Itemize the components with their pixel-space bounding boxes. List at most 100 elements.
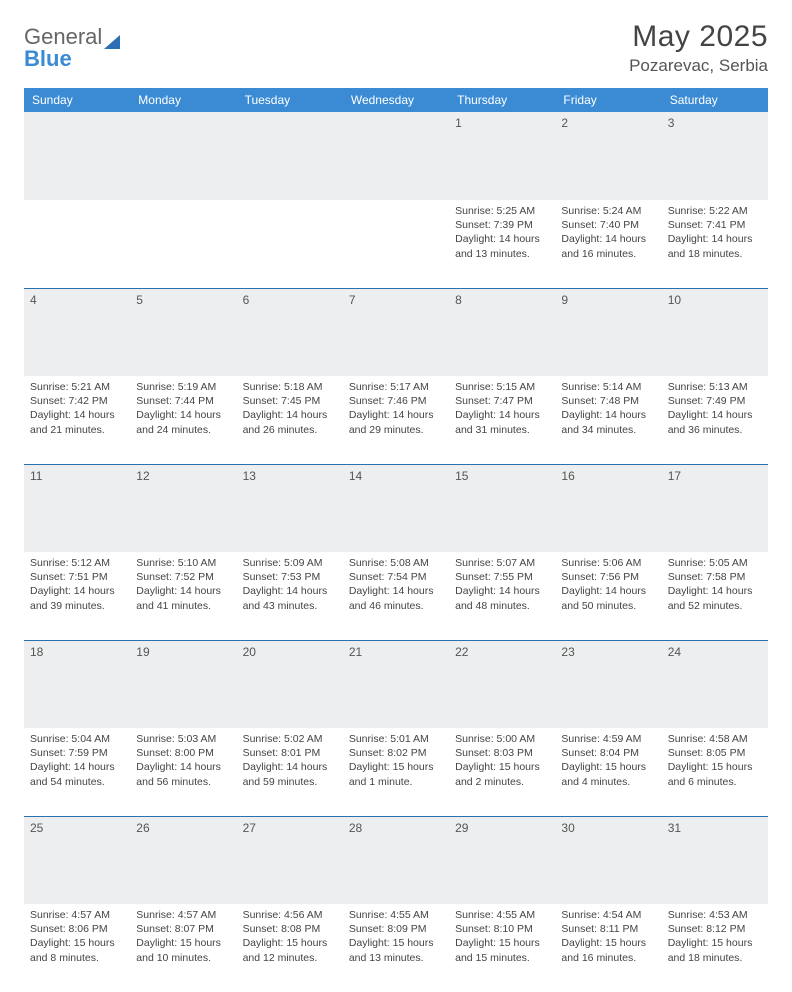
day-number: 21 <box>343 640 449 728</box>
day-details: Sunrise: 5:18 AMSunset: 7:45 PMDaylight:… <box>243 380 337 437</box>
daylight-line: Daylight: 15 hours and 13 minutes. <box>349 936 443 964</box>
sunrise-line: Sunrise: 5:08 AM <box>349 556 443 570</box>
day-number: 28 <box>343 816 449 904</box>
page-header: General Blue May 2025 Pozarevac, Serbia <box>24 20 768 76</box>
sunrise-line: Sunrise: 5:13 AM <box>668 380 762 394</box>
day-details-row: Sunrise: 5:21 AMSunset: 7:42 PMDaylight:… <box>24 376 768 464</box>
sunrise-line: Sunrise: 4:54 AM <box>561 908 655 922</box>
day-cell: Sunrise: 4:58 AMSunset: 8:05 PMDaylight:… <box>662 728 768 816</box>
day-number-row: 25262728293031 <box>24 816 768 904</box>
daylight-line: Daylight: 14 hours and 18 minutes. <box>668 232 762 260</box>
day-cell: Sunrise: 5:02 AMSunset: 8:01 PMDaylight:… <box>237 728 343 816</box>
sunrise-line: Sunrise: 4:57 AM <box>30 908 124 922</box>
daylight-line: Daylight: 14 hours and 39 minutes. <box>30 584 124 612</box>
day-details: Sunrise: 4:56 AMSunset: 8:08 PMDaylight:… <box>243 908 337 965</box>
weekday-header-row: Sunday Monday Tuesday Wednesday Thursday… <box>24 88 768 112</box>
daylight-line: Daylight: 14 hours and 13 minutes. <box>455 232 549 260</box>
sunrise-line: Sunrise: 5:10 AM <box>136 556 230 570</box>
day-cell: Sunrise: 5:18 AMSunset: 7:45 PMDaylight:… <box>237 376 343 464</box>
daylight-line: Daylight: 15 hours and 10 minutes. <box>136 936 230 964</box>
daylight-line: Daylight: 15 hours and 4 minutes. <box>561 760 655 788</box>
daylight-line: Daylight: 14 hours and 48 minutes. <box>455 584 549 612</box>
day-number: 31 <box>662 816 768 904</box>
day-number: 26 <box>130 816 236 904</box>
day-cell: Sunrise: 5:03 AMSunset: 8:00 PMDaylight:… <box>130 728 236 816</box>
day-details: Sunrise: 5:09 AMSunset: 7:53 PMDaylight:… <box>243 556 337 613</box>
sunrise-line: Sunrise: 5:17 AM <box>349 380 443 394</box>
day-details: Sunrise: 5:15 AMSunset: 7:47 PMDaylight:… <box>455 380 549 437</box>
sunset-line: Sunset: 8:01 PM <box>243 746 337 760</box>
sunset-line: Sunset: 7:58 PM <box>668 570 762 584</box>
sunrise-line: Sunrise: 4:57 AM <box>136 908 230 922</box>
daylight-line: Daylight: 14 hours and 36 minutes. <box>668 408 762 436</box>
day-cell: Sunrise: 5:00 AMSunset: 8:03 PMDaylight:… <box>449 728 555 816</box>
day-cell: Sunrise: 4:54 AMSunset: 8:11 PMDaylight:… <box>555 904 661 992</box>
sunrise-line: Sunrise: 5:03 AM <box>136 732 230 746</box>
day-details: Sunrise: 5:13 AMSunset: 7:49 PMDaylight:… <box>668 380 762 437</box>
day-number: 11 <box>24 464 130 552</box>
daylight-line: Daylight: 14 hours and 46 minutes. <box>349 584 443 612</box>
day-details-row: Sunrise: 4:57 AMSunset: 8:06 PMDaylight:… <box>24 904 768 992</box>
daylight-line: Daylight: 14 hours and 31 minutes. <box>455 408 549 436</box>
day-number-row: 45678910 <box>24 288 768 376</box>
day-cell: Sunrise: 5:21 AMSunset: 7:42 PMDaylight:… <box>24 376 130 464</box>
sunrise-line: Sunrise: 5:12 AM <box>30 556 124 570</box>
sunrise-line: Sunrise: 5:02 AM <box>243 732 337 746</box>
day-number: 17 <box>662 464 768 552</box>
daylight-line: Daylight: 15 hours and 18 minutes. <box>668 936 762 964</box>
daylight-line: Daylight: 15 hours and 8 minutes. <box>30 936 124 964</box>
daylight-line: Daylight: 15 hours and 6 minutes. <box>668 760 762 788</box>
sunset-line: Sunset: 8:12 PM <box>668 922 762 936</box>
day-details: Sunrise: 5:14 AMSunset: 7:48 PMDaylight:… <box>561 380 655 437</box>
daylight-line: Daylight: 14 hours and 56 minutes. <box>136 760 230 788</box>
daylight-line: Daylight: 14 hours and 52 minutes. <box>668 584 762 612</box>
day-cell: Sunrise: 4:57 AMSunset: 8:06 PMDaylight:… <box>24 904 130 992</box>
sunset-line: Sunset: 7:53 PM <box>243 570 337 584</box>
sunset-line: Sunset: 7:42 PM <box>30 394 124 408</box>
sunset-line: Sunset: 7:56 PM <box>561 570 655 584</box>
day-details: Sunrise: 5:10 AMSunset: 7:52 PMDaylight:… <box>136 556 230 613</box>
sunset-line: Sunset: 7:44 PM <box>136 394 230 408</box>
day-cell: Sunrise: 5:05 AMSunset: 7:58 PMDaylight:… <box>662 552 768 640</box>
brand-logo: General Blue <box>24 20 120 70</box>
sunset-line: Sunset: 7:52 PM <box>136 570 230 584</box>
day-cell: Sunrise: 5:12 AMSunset: 7:51 PMDaylight:… <box>24 552 130 640</box>
day-details: Sunrise: 5:01 AMSunset: 8:02 PMDaylight:… <box>349 732 443 789</box>
day-cell: Sunrise: 5:17 AMSunset: 7:46 PMDaylight:… <box>343 376 449 464</box>
sunrise-line: Sunrise: 4:58 AM <box>668 732 762 746</box>
day-details: Sunrise: 4:53 AMSunset: 8:12 PMDaylight:… <box>668 908 762 965</box>
day-cell: Sunrise: 5:19 AMSunset: 7:44 PMDaylight:… <box>130 376 236 464</box>
daylight-line: Daylight: 14 hours and 50 minutes. <box>561 584 655 612</box>
day-number: 20 <box>237 640 343 728</box>
sunrise-line: Sunrise: 5:05 AM <box>668 556 762 570</box>
day-details: Sunrise: 5:24 AMSunset: 7:40 PMDaylight:… <box>561 204 655 261</box>
daylight-line: Daylight: 14 hours and 34 minutes. <box>561 408 655 436</box>
day-details-row: Sunrise: 5:25 AMSunset: 7:39 PMDaylight:… <box>24 200 768 288</box>
sunrise-line: Sunrise: 5:07 AM <box>455 556 549 570</box>
day-number-row: 11121314151617 <box>24 464 768 552</box>
day-number <box>237 112 343 200</box>
day-details: Sunrise: 5:21 AMSunset: 7:42 PMDaylight:… <box>30 380 124 437</box>
day-number: 24 <box>662 640 768 728</box>
day-details: Sunrise: 5:08 AMSunset: 7:54 PMDaylight:… <box>349 556 443 613</box>
sunrise-line: Sunrise: 5:04 AM <box>30 732 124 746</box>
weekday-header: Friday <box>555 88 661 112</box>
daylight-line: Daylight: 15 hours and 1 minute. <box>349 760 443 788</box>
day-details: Sunrise: 5:25 AMSunset: 7:39 PMDaylight:… <box>455 204 549 261</box>
day-cell: Sunrise: 5:22 AMSunset: 7:41 PMDaylight:… <box>662 200 768 288</box>
day-cell: Sunrise: 4:53 AMSunset: 8:12 PMDaylight:… <box>662 904 768 992</box>
day-number: 16 <box>555 464 661 552</box>
sunrise-line: Sunrise: 4:56 AM <box>243 908 337 922</box>
day-cell: Sunrise: 5:06 AMSunset: 7:56 PMDaylight:… <box>555 552 661 640</box>
day-number: 29 <box>449 816 555 904</box>
day-details-row: Sunrise: 5:04 AMSunset: 7:59 PMDaylight:… <box>24 728 768 816</box>
day-number: 22 <box>449 640 555 728</box>
day-cell: Sunrise: 5:24 AMSunset: 7:40 PMDaylight:… <box>555 200 661 288</box>
daylight-line: Daylight: 14 hours and 59 minutes. <box>243 760 337 788</box>
daylight-line: Daylight: 15 hours and 2 minutes. <box>455 760 549 788</box>
day-number: 6 <box>237 288 343 376</box>
sunrise-line: Sunrise: 5:14 AM <box>561 380 655 394</box>
sunrise-line: Sunrise: 4:55 AM <box>349 908 443 922</box>
day-number-row: 123 <box>24 112 768 200</box>
day-details: Sunrise: 5:19 AMSunset: 7:44 PMDaylight:… <box>136 380 230 437</box>
